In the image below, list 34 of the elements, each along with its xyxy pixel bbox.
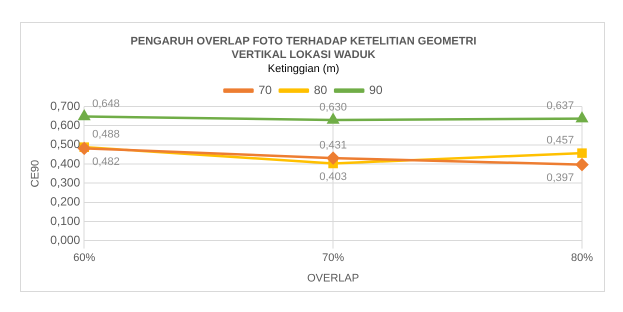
data-label: 0,488 — [92, 128, 120, 141]
legend-label: 70 — [258, 82, 272, 97]
data-label: 0,630 — [319, 102, 347, 114]
y-axis-title: CE90 — [30, 160, 42, 188]
y-tick-label: 0,700 — [50, 98, 81, 113]
point — [328, 114, 339, 124]
y-tick-label: 0,100 — [50, 214, 81, 228]
data-label: 0,457 — [546, 134, 574, 147]
data-label: 0,482 — [92, 156, 120, 168]
point — [326, 152, 340, 164]
chart-title: PENGARUH OVERLAP FOTO TERHADAP KETELITIAN GEOMETRI VERTIKAL LOKASI WADUK — [130, 36, 476, 61]
data-label: 0,397 — [546, 172, 574, 184]
y-tick-label: 0,000 — [50, 232, 81, 247]
y-tick-label: 0,500 — [50, 137, 81, 152]
data-label: 0,648 — [92, 98, 120, 110]
point — [577, 148, 587, 158]
point — [576, 112, 588, 122]
y-tick-label: 0,400 — [50, 156, 81, 170]
data-label: 0,637 — [546, 100, 574, 112]
x-tick-label: 80% — [570, 252, 594, 264]
point — [78, 142, 90, 155]
data-label: 0,403 — [319, 170, 347, 183]
legend-label: 90 — [369, 82, 383, 97]
y-tick-label: 0,300 — [50, 175, 81, 190]
x-tick-label: 70% — [322, 252, 344, 264]
x-tick-label: 60% — [73, 252, 96, 264]
x-axis-title: OVERLAP — [307, 272, 360, 284]
y-tick-label: 0,600 — [50, 118, 81, 132]
point — [576, 158, 588, 171]
point — [78, 110, 90, 120]
y-tick-label: 0,200 — [50, 194, 81, 209]
legend-title: Ketinggian (m) — [268, 62, 340, 75]
data-label: 0,431 — [319, 140, 347, 152]
legend-label: 80 — [314, 82, 328, 97]
